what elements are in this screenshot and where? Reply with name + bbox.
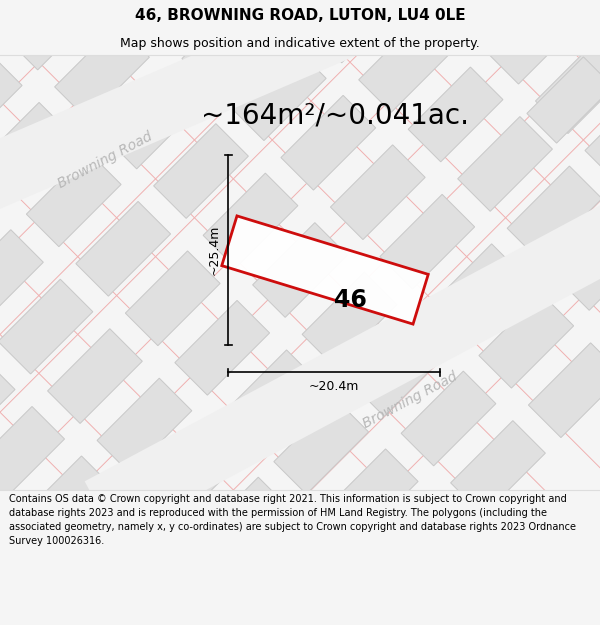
Polygon shape — [458, 116, 553, 211]
Polygon shape — [125, 251, 220, 346]
Text: 46, BROWNING ROAD, LUTON, LU4 0LE: 46, BROWNING ROAD, LUTON, LU4 0LE — [134, 8, 466, 23]
Text: Map shows position and indicative extent of the property.: Map shows position and indicative extent… — [120, 38, 480, 51]
Polygon shape — [373, 498, 467, 593]
Polygon shape — [5, 0, 100, 70]
Polygon shape — [507, 166, 600, 261]
Polygon shape — [85, 181, 600, 539]
Polygon shape — [557, 216, 600, 310]
Polygon shape — [529, 343, 600, 437]
Polygon shape — [331, 145, 425, 239]
Polygon shape — [0, 534, 36, 625]
Polygon shape — [451, 421, 545, 516]
Polygon shape — [260, 0, 355, 13]
Text: Contains OS data © Crown copyright and database right 2021. This information is : Contains OS data © Crown copyright and d… — [9, 494, 576, 546]
Polygon shape — [245, 527, 340, 621]
Polygon shape — [19, 456, 114, 551]
Polygon shape — [0, 0, 463, 225]
Text: 46: 46 — [334, 288, 367, 312]
Polygon shape — [203, 173, 298, 268]
Polygon shape — [0, 53, 22, 148]
Polygon shape — [380, 194, 475, 289]
Text: ~20.4m: ~20.4m — [309, 381, 359, 394]
Polygon shape — [104, 74, 199, 169]
Polygon shape — [564, 0, 600, 6]
Polygon shape — [222, 216, 428, 324]
Polygon shape — [76, 201, 170, 296]
Polygon shape — [535, 39, 600, 134]
Polygon shape — [309, 0, 404, 63]
Polygon shape — [527, 57, 600, 143]
Polygon shape — [479, 293, 574, 388]
Polygon shape — [26, 152, 121, 247]
Polygon shape — [133, 0, 227, 42]
Polygon shape — [486, 0, 581, 84]
Polygon shape — [274, 399, 368, 494]
Polygon shape — [0, 357, 15, 452]
Polygon shape — [408, 67, 503, 162]
Polygon shape — [253, 222, 347, 318]
Text: ~25.4m: ~25.4m — [208, 225, 221, 275]
Polygon shape — [323, 449, 418, 544]
Text: Browning Road: Browning Road — [55, 129, 155, 191]
Polygon shape — [175, 301, 269, 395]
Polygon shape — [47, 329, 142, 424]
Polygon shape — [196, 477, 291, 572]
Polygon shape — [0, 406, 65, 501]
Polygon shape — [0, 102, 71, 197]
Polygon shape — [0, 230, 43, 324]
Polygon shape — [0, 279, 93, 374]
Polygon shape — [585, 88, 600, 183]
Polygon shape — [232, 46, 326, 141]
Polygon shape — [224, 350, 319, 444]
Polygon shape — [430, 244, 524, 339]
Polygon shape — [154, 124, 248, 218]
Polygon shape — [97, 378, 192, 473]
Polygon shape — [401, 371, 496, 466]
Text: Browning Road: Browning Road — [361, 369, 460, 431]
Polygon shape — [436, 0, 531, 34]
Polygon shape — [146, 428, 241, 522]
Text: ~164m²/~0.041ac.: ~164m²/~0.041ac. — [201, 101, 469, 129]
Polygon shape — [352, 322, 446, 416]
Polygon shape — [182, 0, 277, 91]
Polygon shape — [69, 506, 164, 600]
Polygon shape — [0, 0, 50, 21]
Polygon shape — [359, 18, 454, 112]
Polygon shape — [302, 272, 397, 367]
Polygon shape — [281, 96, 376, 190]
Polygon shape — [55, 24, 149, 119]
